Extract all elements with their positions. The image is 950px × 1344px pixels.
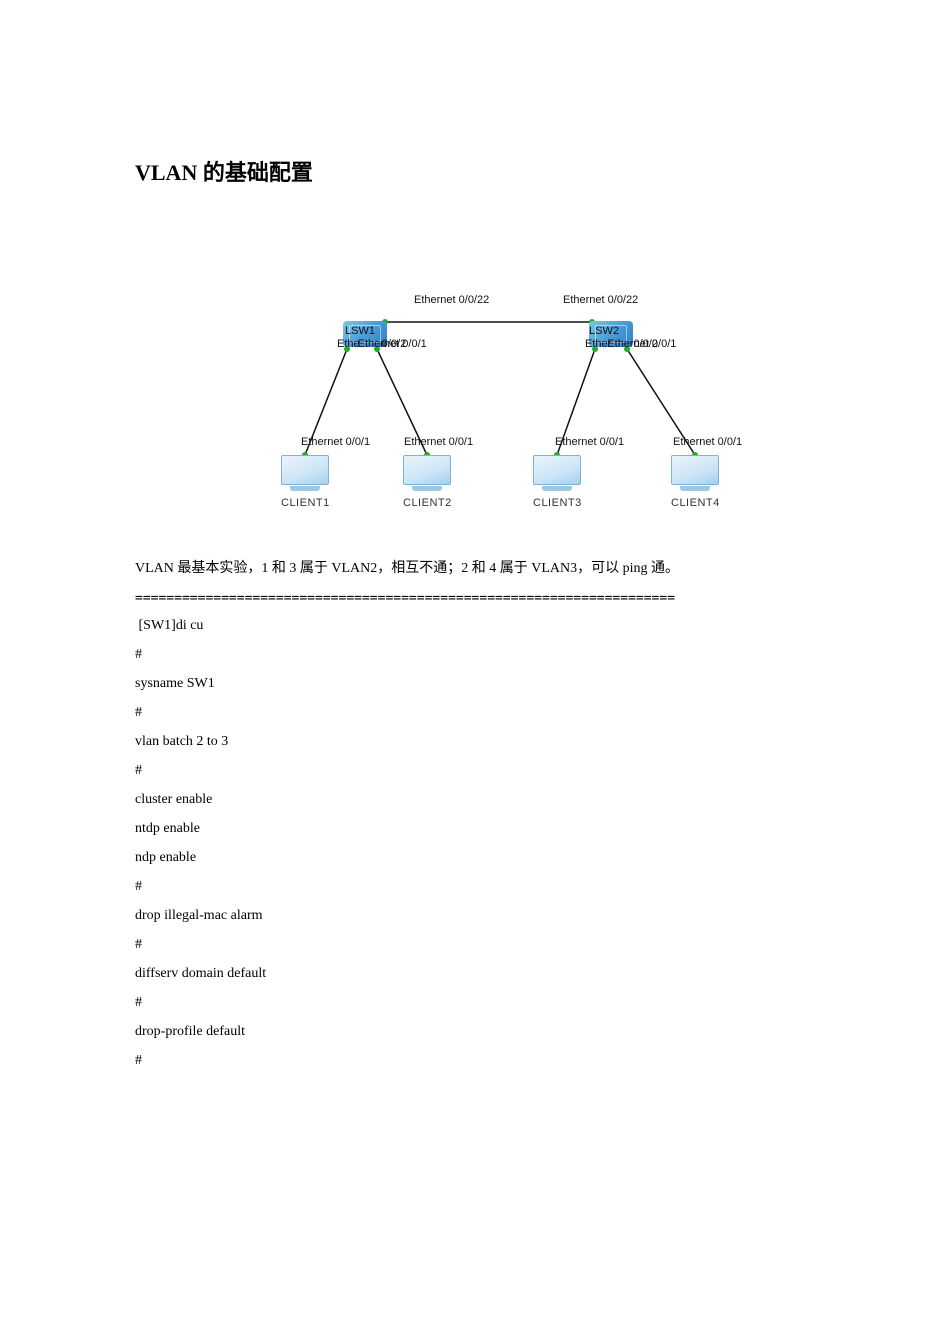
config-line: # xyxy=(135,937,815,953)
client-4: CLIENT4 xyxy=(671,455,720,509)
port-label: Ethernet 0/0/1 xyxy=(301,436,370,448)
client-2: CLIENT2 xyxy=(403,455,452,509)
config-line: # xyxy=(135,1053,815,1069)
client-1: CLIENT1 xyxy=(281,455,330,509)
port-label: Ethernet 0/0/1 xyxy=(673,436,742,448)
config-line: drop illegal-mac alarm xyxy=(135,908,815,924)
config-line: cluster enable xyxy=(135,792,815,808)
config-line: # xyxy=(135,705,815,721)
network-diagram: Ethernet 0/0/22 Ethernet 0/0/22 LSW1 Eth… xyxy=(195,237,755,527)
switch-label: LSW2 xyxy=(589,325,619,337)
config-line: sysname SW1 xyxy=(135,676,815,692)
description-text: VLAN 最基本实验，1 和 3 属于 VLAN2，相互不通；2 和 4 属于 … xyxy=(135,557,815,577)
port-label: Ethernet 0/0/1 xyxy=(404,436,473,448)
client-label: CLIENT4 xyxy=(671,497,720,509)
port-label: Ethernet 0/0/22 xyxy=(414,294,489,306)
config-output: [SW1]di cu # sysname SW1 # vlan batch 2 … xyxy=(135,618,815,1069)
client-label: CLIENT1 xyxy=(281,497,330,509)
config-line: # xyxy=(135,647,815,663)
config-line: ntdp enable xyxy=(135,821,815,837)
client-3: CLIENT3 xyxy=(533,455,582,509)
port-label: Ethernet 0/0/22 xyxy=(563,294,638,306)
config-line: # xyxy=(135,995,815,1011)
port-label: Ethernet 0/0/1 xyxy=(555,436,624,448)
config-line: ndp enable xyxy=(135,850,815,866)
port-label: EtheEthernet 0/0/1 0/0/2 xyxy=(337,338,456,350)
config-line: vlan batch 2 to 3 xyxy=(135,734,815,750)
page-title: VLAN 的基础配置 xyxy=(135,155,815,187)
divider-line: ========================================… xyxy=(135,591,815,606)
port-label: EtherEthernet 0/0/1 0/0/2 xyxy=(585,338,708,350)
config-line: # xyxy=(135,763,815,779)
client-label: CLIENT3 xyxy=(533,497,582,509)
config-line: diffserv domain default xyxy=(135,966,815,982)
client-label: CLIENT2 xyxy=(403,497,452,509)
config-line: drop-profile default xyxy=(135,1024,815,1040)
config-line: [SW1]di cu xyxy=(135,618,815,634)
config-line: # xyxy=(135,879,815,895)
switch-label: LSW1 xyxy=(345,325,375,337)
